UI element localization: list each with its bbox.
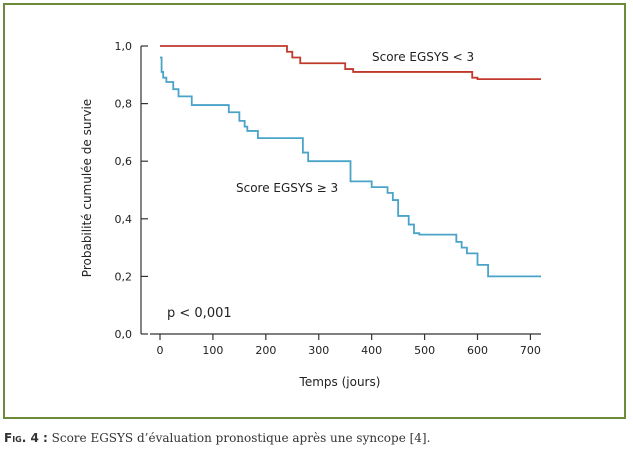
y-tick-label: 0,0: [115, 328, 133, 341]
survival-chart: 0,0 0,2 0,4 0,6 0,8 1,0 0 100 200 300 400 500 600 700…: [80, 40, 541, 389]
figure-frame: [3, 3, 626, 419]
x-axis-label: Temps (jours): [299, 375, 381, 389]
figure-caption-label: Fig. 4 :: [4, 431, 48, 445]
series-label-egsys-ge-3: Score EGSYS ≥ 3: [236, 181, 338, 195]
axes-group: 0,0 0,2 0,4 0,6 0,8 1,0 0 100 200 300 400 500 600 700: [115, 40, 541, 357]
x-tick-label: 0: [157, 344, 164, 357]
x-tick-label: 200: [255, 344, 276, 357]
series-line-egsys-ge-3: [160, 56, 541, 278]
y-tick-label: 0,6: [115, 155, 133, 168]
x-tick-label: 100: [202, 344, 223, 357]
y-tick-label: 0,2: [115, 270, 133, 283]
x-tick-label: 700: [520, 344, 541, 357]
series-line-egsys-lt-3: [160, 45, 541, 81]
x-tick-label: 300: [308, 344, 329, 357]
x-tick-label: 600: [467, 344, 488, 357]
series-group: [160, 45, 541, 278]
series-label-egsys-lt-3: Score EGSYS < 3: [372, 50, 474, 64]
y-tick-label: 0,8: [115, 98, 133, 111]
y-axis-label: Probabilité cumulée de survie: [80, 99, 94, 277]
y-tick-label: 0,4: [115, 213, 133, 226]
x-tick-label: 400: [361, 344, 382, 357]
y-tick-label: 1,0: [115, 40, 133, 53]
figure-caption: Fig. 4 : Score EGSYS d’évaluation pronos…: [4, 431, 430, 445]
x-tick-label: 500: [414, 344, 435, 357]
figure-caption-text: Score EGSYS d’évaluation pronostique apr…: [47, 431, 431, 445]
p-value-annotation: p < 0,001: [167, 306, 232, 321]
